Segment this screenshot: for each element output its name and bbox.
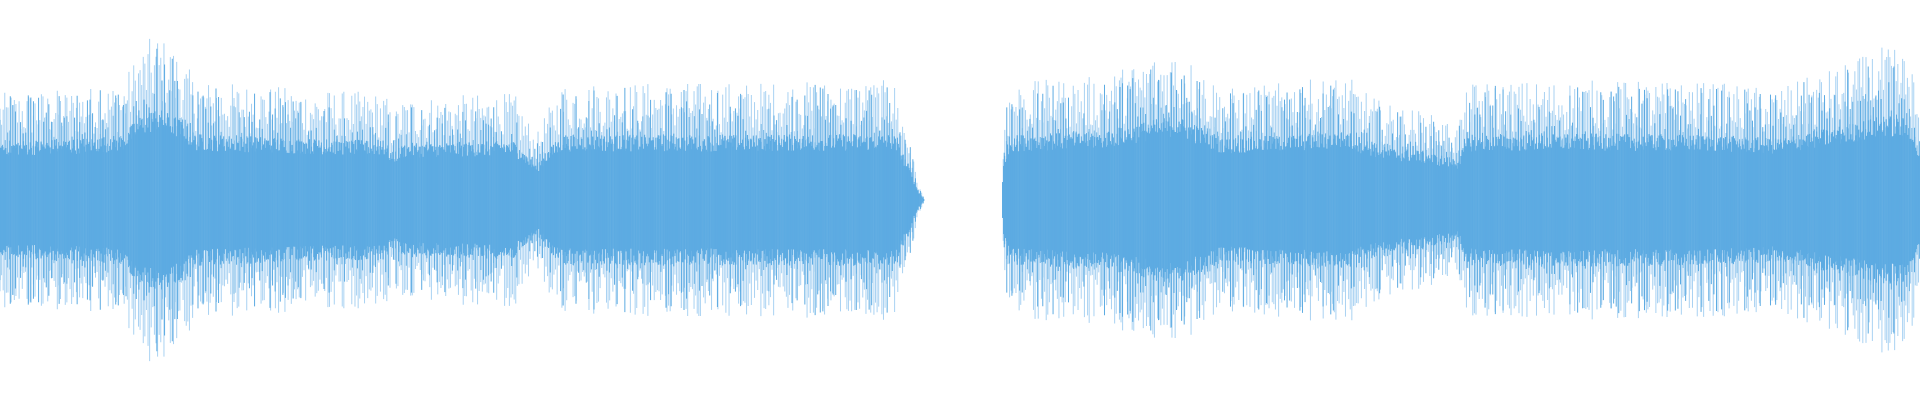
waveform [0, 38, 1920, 362]
